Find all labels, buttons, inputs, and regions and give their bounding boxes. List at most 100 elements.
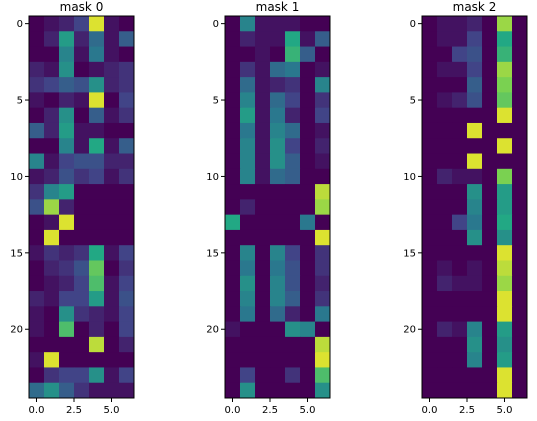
y-tick-label: 5 — [410, 96, 416, 107]
heatmap-cell — [255, 291, 271, 307]
heatmap-cell — [119, 107, 135, 124]
heatmap-cell — [497, 229, 513, 246]
heatmap-cell — [225, 306, 241, 323]
heatmap-cell — [315, 245, 331, 261]
heatmap-cell — [119, 46, 135, 63]
heatmap-cell — [452, 321, 468, 338]
heatmap-cell — [285, 31, 301, 48]
heatmap-cell — [497, 275, 513, 292]
heatmap-cell — [29, 229, 45, 246]
heatmap-cell — [512, 184, 528, 200]
heatmap-cell — [119, 229, 135, 246]
heatmap-cell — [225, 16, 241, 32]
heatmap-cell — [59, 31, 75, 48]
heatmap-cell — [74, 77, 90, 93]
heatmap-cell — [119, 336, 135, 353]
heatmap-cell — [59, 16, 75, 32]
heatmap-cell — [452, 153, 468, 170]
heatmap-cell — [74, 352, 90, 368]
heatmap-cell — [497, 138, 513, 155]
heatmap-cell — [437, 336, 453, 353]
y-tick-label: 5 — [17, 96, 23, 107]
heatmap-cell — [255, 153, 271, 170]
heatmap-cell — [59, 138, 75, 155]
heatmap-cell — [452, 352, 468, 368]
heatmap-cell — [240, 168, 256, 185]
heatmap-cell — [59, 306, 75, 323]
heatmap-cell — [119, 306, 135, 323]
heatmap-cell — [285, 214, 301, 231]
heatmap-cell — [437, 153, 453, 170]
heatmap-cell — [104, 306, 120, 323]
heatmap-cell — [74, 321, 90, 338]
heatmap-cell — [467, 306, 483, 323]
heatmap-cell — [89, 107, 105, 124]
heatmap-cell — [270, 336, 286, 353]
heatmap-cell — [512, 122, 528, 139]
heatmap-cell — [270, 31, 286, 48]
heatmap-cell — [482, 321, 498, 338]
heatmap-cell — [315, 31, 331, 48]
heatmap-cell — [225, 382, 241, 399]
heatmap-cell — [437, 168, 453, 185]
heatmap-cell — [240, 138, 256, 155]
heatmap-cell — [467, 214, 483, 231]
heatmap-cell — [270, 16, 286, 32]
heatmap-cell — [74, 122, 90, 139]
y-tick-label: 10 — [10, 172, 23, 183]
heatmap-cell — [29, 31, 45, 48]
heatmap-cell — [315, 46, 331, 63]
heatmap-cell — [74, 245, 90, 261]
heatmap-cell — [44, 321, 60, 338]
heatmap-cell — [315, 107, 331, 124]
x-tick-label: 5.0 — [300, 405, 316, 416]
heatmap-panel-mask-1: mask 1 0.0 2.5 5.0 0 5 10 15 20 — [206, 0, 331, 416]
panel-title: mask 2 — [453, 0, 497, 14]
heatmap-cell — [285, 245, 301, 261]
heatmap-cell — [452, 260, 468, 277]
heatmap-cell — [437, 321, 453, 338]
heatmap-cell — [74, 16, 90, 32]
heatmap-cell — [422, 16, 438, 32]
heatmap-cell — [89, 46, 105, 63]
heatmap-cell — [104, 321, 120, 338]
heatmap-cell — [270, 92, 286, 109]
heatmap-cell — [452, 92, 468, 109]
heatmap-cell — [467, 291, 483, 307]
heatmap-cell — [422, 122, 438, 139]
heatmap-cell — [437, 122, 453, 139]
heatmap-cell — [29, 214, 45, 231]
panel-title: mask 0 — [60, 0, 104, 14]
heatmap-cell — [89, 352, 105, 368]
heatmap-cell — [255, 77, 271, 93]
heatmap-cell — [270, 214, 286, 231]
heatmap-cell — [29, 107, 45, 124]
heatmap-cell — [59, 382, 75, 399]
heatmap-cell — [270, 199, 286, 216]
heatmap-cell — [59, 214, 75, 231]
heatmap-cell — [225, 291, 241, 307]
y-tick-label: 20 — [206, 325, 219, 336]
y-tick-label: 15 — [10, 248, 23, 259]
heatmap-cell — [74, 229, 90, 246]
heatmap-cell — [225, 46, 241, 63]
heatmap-cell — [482, 306, 498, 323]
heatmap-cell — [467, 138, 483, 155]
heatmap-cell — [422, 61, 438, 78]
heatmap-cell — [497, 16, 513, 32]
heatmap-cell — [512, 321, 528, 338]
heatmap-cell — [89, 291, 105, 307]
heatmap-cell — [104, 46, 120, 63]
heatmap-cell — [300, 336, 316, 353]
heatmap-cell — [255, 61, 271, 78]
heatmap-cell — [104, 77, 120, 93]
heatmap-cell — [119, 122, 135, 139]
heatmap-cell — [285, 291, 301, 307]
y-tick-label: 10 — [403, 172, 416, 183]
heatmap-cell — [225, 199, 241, 216]
heatmap-cell — [89, 367, 105, 384]
heatmap-cell — [270, 153, 286, 170]
heatmap-cell — [119, 321, 135, 338]
heatmap-cell — [512, 77, 528, 93]
heatmap-cell — [29, 260, 45, 277]
